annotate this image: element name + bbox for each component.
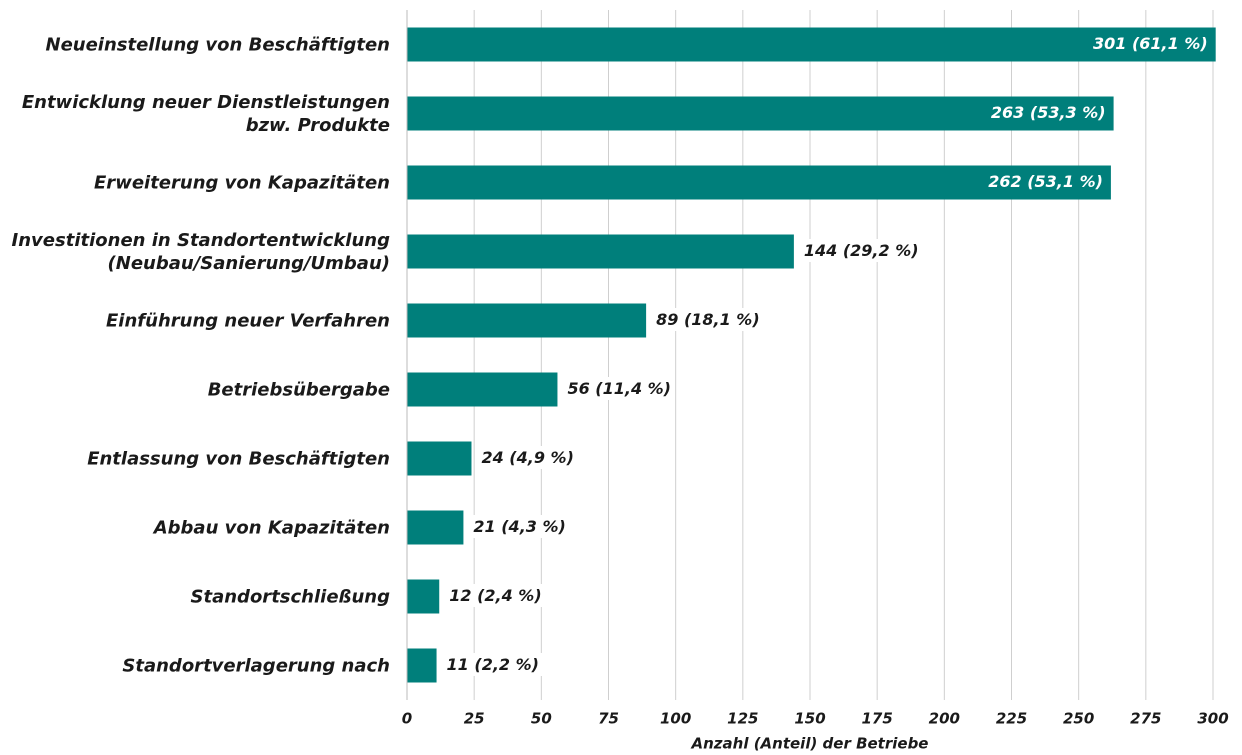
x-tick-label: 0 bbox=[402, 710, 412, 728]
value-label: 12 (2,4 %) bbox=[449, 586, 541, 605]
y-tick-label: Entwicklung neuer Dienstleistungen bzw. … bbox=[21, 91, 390, 136]
value-label: 24 (4,9 %) bbox=[481, 448, 573, 467]
value-label: 263 (53,3 %) bbox=[991, 103, 1106, 122]
x-tick-label: 50 bbox=[531, 710, 552, 728]
x-tick-label: 175 bbox=[862, 710, 893, 728]
y-tick-label: Investitionen in Standortentwicklung (Ne… bbox=[11, 229, 390, 274]
value-label: 11 (2,2 %) bbox=[447, 655, 539, 674]
x-tick-label: 150 bbox=[794, 710, 825, 728]
value-label-background bbox=[652, 308, 764, 331]
value-label: 144 (29,2 %) bbox=[804, 241, 919, 260]
bar bbox=[407, 648, 437, 683]
y-tick-label: Neueinstellung von Beschäftigten bbox=[45, 34, 391, 55]
bar bbox=[407, 27, 1216, 62]
value-label: 301 (61,1 %) bbox=[1093, 34, 1208, 53]
y-tick-label: Einführung neuer Verfahren bbox=[106, 310, 390, 331]
bar bbox=[407, 234, 794, 269]
x-tick-label: 25 bbox=[464, 710, 485, 728]
bar bbox=[407, 510, 464, 545]
bar bbox=[407, 96, 1114, 131]
x-tick-label: 300 bbox=[1197, 710, 1228, 728]
bar bbox=[407, 579, 440, 614]
x-tick-label: 275 bbox=[1130, 710, 1161, 728]
value-label-background bbox=[477, 446, 578, 469]
value-label: 262 (53,1 %) bbox=[988, 172, 1103, 191]
value-label: 56 (11,4 %) bbox=[567, 379, 671, 398]
value-label-background bbox=[445, 584, 546, 607]
value-label-background bbox=[442, 653, 543, 676]
y-tick-label: Betriebsübergabe bbox=[207, 379, 390, 400]
x-axis-title: Anzahl (Anteil) der Betriebe bbox=[691, 735, 929, 753]
y-tick-label: Standortschließung bbox=[190, 586, 390, 607]
value-label: 21 (4,3 %) bbox=[473, 517, 565, 536]
x-tick-label: 225 bbox=[996, 710, 1027, 728]
y-tick-label: Abbau von Kapazitäten bbox=[153, 517, 390, 538]
y-tick-label: Erweiterung von Kapazitäten bbox=[94, 172, 390, 193]
bar bbox=[407, 303, 647, 338]
value-label-background bbox=[469, 515, 570, 538]
x-tick-label: 75 bbox=[598, 710, 619, 728]
bar bbox=[407, 165, 1111, 200]
value-label-background bbox=[563, 377, 676, 400]
value-label-background bbox=[799, 239, 923, 262]
bar bbox=[407, 372, 558, 407]
y-tick-label: Standortverlagerung nach bbox=[122, 655, 390, 676]
x-tick-label: 200 bbox=[929, 710, 960, 728]
y-tick-label: Entlassung von Beschäftigten bbox=[87, 448, 390, 469]
bar bbox=[407, 441, 472, 476]
x-tick-label: 250 bbox=[1063, 710, 1094, 728]
value-label: 89 (18,1 %) bbox=[656, 310, 760, 329]
x-tick-label: 125 bbox=[727, 710, 758, 728]
x-tick-label: 100 bbox=[660, 710, 691, 728]
